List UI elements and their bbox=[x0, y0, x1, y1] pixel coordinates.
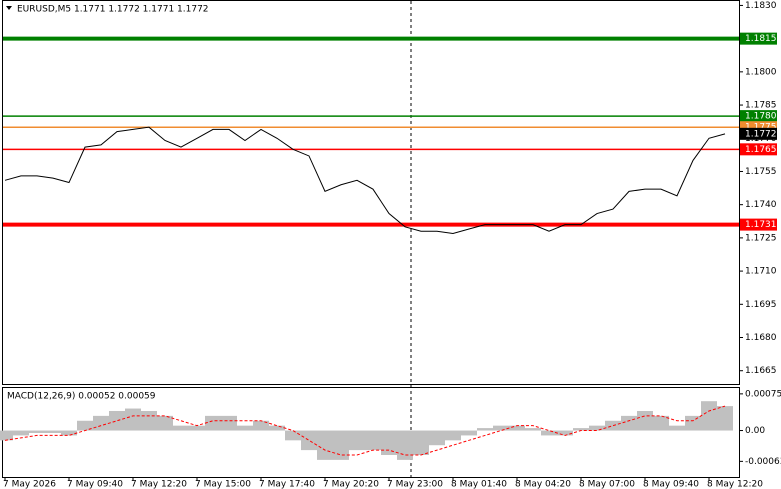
x-tick-label: 8 May 04:20 bbox=[515, 480, 571, 489]
macd-bar bbox=[125, 408, 141, 431]
macd-bar bbox=[525, 428, 541, 431]
signal-line bbox=[4, 405, 726, 456]
macd-bar bbox=[29, 430, 45, 433]
macd-bar bbox=[509, 425, 525, 431]
x-tick-label: 7 May 2026 bbox=[3, 480, 56, 489]
x-tick-label: 8 May 12:20 bbox=[707, 480, 763, 489]
x-tick-label: 8 May 09:40 bbox=[643, 480, 699, 489]
x-tick-label: 7 May 15:00 bbox=[195, 480, 251, 489]
macd-bar bbox=[653, 415, 669, 431]
macd-bar bbox=[557, 430, 573, 436]
level-label: 1.1775 bbox=[745, 123, 777, 133]
last-price-label: 1.1772 bbox=[745, 129, 777, 139]
x-tick-label: 7 May 12:20 bbox=[131, 480, 187, 489]
macd-bar bbox=[109, 410, 125, 431]
y-tick-label: 0.00 bbox=[745, 426, 765, 436]
y-tick-label: 0.00075 bbox=[745, 389, 781, 399]
macd-bar bbox=[605, 420, 621, 431]
macd-bar bbox=[157, 415, 173, 431]
y-tick-label: 1.1830 bbox=[745, 1, 777, 11]
y-tick-label: 1.1800 bbox=[745, 67, 777, 77]
level-label-box bbox=[740, 110, 777, 123]
level-label-box bbox=[740, 218, 777, 231]
macd-bar bbox=[93, 415, 109, 431]
last-price-box bbox=[740, 127, 777, 140]
macd-bar bbox=[317, 430, 333, 460]
level-label: 1.1815 bbox=[745, 34, 777, 44]
macd-bar bbox=[397, 430, 413, 460]
y-tick-label: 1.1785 bbox=[745, 101, 777, 111]
macd-bar bbox=[141, 410, 157, 431]
macd-bar bbox=[381, 430, 397, 455]
macd-bar bbox=[189, 425, 205, 431]
price-line bbox=[4, 126, 726, 234]
y-tick-label: 1.1695 bbox=[745, 300, 777, 310]
x-tick-label: 7 May 23:00 bbox=[387, 480, 443, 489]
menu-arrow[interactable] bbox=[6, 6, 12, 10]
macd-bar bbox=[573, 428, 589, 431]
x-tick-label: 7 May 09:40 bbox=[67, 480, 123, 489]
y-tick-label: 1.1725 bbox=[745, 233, 777, 243]
macd-bar bbox=[669, 425, 685, 431]
level-label: 1.1731 bbox=[745, 220, 777, 230]
y-tick-label: 1.1680 bbox=[745, 333, 777, 343]
macd-bar bbox=[493, 425, 509, 431]
y-tick-label: -0.00063 bbox=[745, 457, 781, 467]
macd-bar bbox=[477, 428, 493, 431]
y-tick-label: 1.1740 bbox=[745, 200, 777, 210]
macd-bar bbox=[413, 430, 429, 455]
x-tick-label: 7 May 17:40 bbox=[259, 480, 315, 489]
level-label: 1.1780 bbox=[745, 112, 777, 122]
macd-bar bbox=[205, 415, 221, 431]
macd-bar bbox=[221, 415, 237, 431]
macd-bar bbox=[541, 430, 557, 436]
level-label-box bbox=[740, 143, 777, 156]
macd-bar bbox=[285, 430, 301, 441]
macd-bar bbox=[461, 430, 477, 436]
macd-bar bbox=[621, 415, 637, 431]
macd-bar bbox=[637, 410, 653, 431]
x-tick-label: 7 May 20:20 bbox=[323, 480, 379, 489]
y-tick-label: 1.1755 bbox=[745, 167, 777, 177]
macd-bar bbox=[717, 406, 733, 431]
y-tick-label: 1.1710 bbox=[745, 267, 777, 277]
chart-title: EURUSD,M5 1.1771 1.1772 1.1771 1.1772 bbox=[17, 5, 209, 15]
macd-bar bbox=[13, 430, 29, 436]
level-label-box bbox=[740, 32, 777, 45]
macd-bar bbox=[349, 430, 365, 451]
macd-bar bbox=[365, 430, 381, 451]
macd-bar bbox=[429, 430, 445, 446]
macd-bar bbox=[333, 430, 349, 460]
macd-bar bbox=[253, 420, 269, 431]
macd-bar bbox=[685, 415, 701, 431]
macd-bar bbox=[237, 425, 253, 431]
macd-bar bbox=[701, 401, 717, 431]
macd-bar bbox=[269, 425, 285, 431]
macd-bar bbox=[589, 425, 605, 431]
macd-bar bbox=[45, 430, 61, 433]
y-tick-label: 1.1665 bbox=[745, 366, 777, 376]
macd-bar bbox=[445, 430, 461, 441]
macd-bar bbox=[0, 430, 13, 441]
x-tick-label: 8 May 07:00 bbox=[579, 480, 635, 489]
level-label: 1.1765 bbox=[745, 145, 777, 155]
x-tick-label: 8 May 01:40 bbox=[451, 480, 507, 489]
macd-bar bbox=[77, 420, 93, 431]
macd-bar bbox=[61, 430, 77, 436]
macd-bar bbox=[173, 425, 189, 431]
macd-bar bbox=[301, 430, 317, 451]
macd-title: MACD(12,26,9) 0.00052 0.00059 bbox=[7, 392, 156, 402]
main-panel-frame bbox=[2, 0, 740, 385]
